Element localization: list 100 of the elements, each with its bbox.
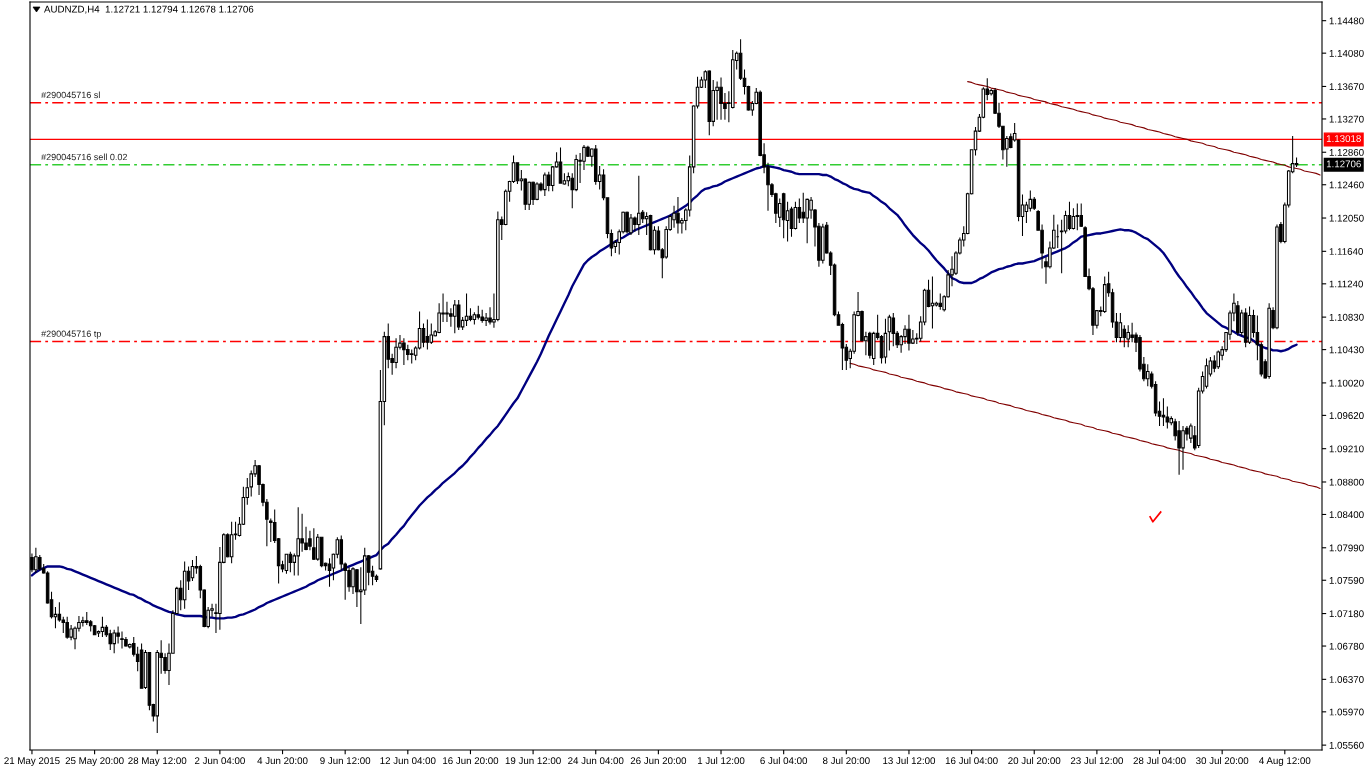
candlestick [112,629,116,654]
x-tick-label: 28 May 12:00 [128,757,187,767]
candlestick [1204,358,1209,390]
y-tick-label: 1.12460 [1329,181,1364,189]
y-tick-label: 1.06370 [1329,676,1364,683]
x-tick-label: 28 Jul 04:00 [1133,756,1186,765]
x-tick-label: 30 Jul 20:00 [1196,756,1249,765]
candlestick [1177,420,1181,476]
candlestick [883,318,888,364]
y-tick-label: 1.07180 [1329,610,1364,618]
candlestick [629,213,633,236]
x-tick-label: 1 Jul 12:00 [697,756,745,765]
y-tick-label: 1.07990 [1329,544,1364,552]
candlestick [402,337,406,366]
candlestick [543,172,547,197]
line-series [849,362,1321,490]
candlestick [719,77,723,121]
y-tick-label: 1.12050 [1329,214,1364,222]
candlestick [34,547,38,574]
y-tick-label: 1.12860 [1329,148,1364,156]
x-tick-label: 16 Jul 04:00 [945,756,998,765]
candlestick [1102,275,1107,314]
x-tick-label: 21 May 2015 [4,757,60,767]
x-tick-label: 12 Jun 04:00 [380,757,436,765]
x-tick-label: 23 Jul 12:00 [1070,756,1123,765]
x-tick-label: 26 Jun 20:00 [630,757,687,765]
candlestick [464,293,469,327]
x-tick-label: 20 Jul 20:00 [1008,756,1061,765]
x-tick-label: 19 Jun 12:00 [505,757,561,765]
candlestick [707,69,712,136]
candlestick [182,561,187,610]
candlestick [312,527,316,561]
y-tick-label: 1.08400 [1329,511,1364,519]
candlestick [327,557,332,588]
candlestick [108,629,113,651]
line-series [30,164,1298,620]
candlestick [789,206,794,238]
candlestick [1075,202,1080,231]
x-tick-label: 24 Jun 04:00 [568,757,624,765]
candlestick [319,536,324,568]
y-tick-label: 1.10020 [1329,379,1364,387]
candlestick [1216,349,1221,370]
chart-title: AUDNZD,H4 1.12721 1.12794 1.12678 1.12706 [44,5,254,14]
x-tick-label: 9 Jun 12:00 [320,757,371,765]
x-tick-label: 13 Jul 12:00 [883,756,936,765]
x-tick-label: 2 Jun 04:00 [194,757,245,765]
candlestick [938,293,943,311]
candlestick [593,144,598,186]
candlestick [288,551,293,573]
x-tick-label: 25 May 20:00 [65,757,124,767]
candlestick [821,223,825,265]
candlestick [558,146,563,184]
candlestick [1267,302,1271,380]
y-tick-label: 1.09210 [1329,445,1364,453]
x-tick-label: 4 Aug 12:00 [1259,757,1311,767]
ref-line-label: #290045716 sl [41,91,100,99]
candlestick [476,305,481,321]
y-tick-label: 1.05970 [1329,708,1364,716]
y-tick-label: 1.09620 [1329,412,1364,420]
candlestick [456,299,461,331]
candlestick [527,180,531,211]
candlestick [425,319,430,351]
candlestick [100,616,105,638]
y-tick-label: 1.11640 [1329,248,1363,255]
candlestick [930,275,935,330]
y-tick-label: 1.05560 [1329,741,1364,749]
y-tick-label: 1.11240 [1329,280,1363,288]
candlestick [229,521,234,564]
candlestick [637,175,641,236]
candlestick [480,309,484,324]
ref-line-label: #290045716 tp [41,330,101,339]
y-tick-label: 1.13670 [1329,83,1364,91]
y-tick-label: 1.13270 [1329,115,1364,123]
y-tick-label: 1.10430 [1329,346,1364,354]
candlestick [92,624,97,636]
ref-line-label: 1.13018 [1326,135,1361,143]
candlestick [1067,201,1072,231]
candlestick [676,196,680,234]
y-tick-label: 1.08800 [1329,478,1364,486]
y-tick-label: 1.14080 [1329,49,1364,57]
candlestick [907,314,911,351]
candlestick [891,312,896,347]
y-tick-label: 1.14480 [1329,17,1364,25]
candlestick [409,349,414,364]
candlestick [296,506,300,576]
candlestick [120,630,124,649]
ref-line-label: #290045716 sell 0.02 [41,153,127,161]
line-series [967,81,1321,176]
y-tick-label: 1.10830 [1329,313,1364,321]
candlestick [453,299,457,334]
candlestick [1181,425,1185,471]
candlestick [535,181,539,201]
x-tick-label: 16 Jun 20:00 [443,757,499,765]
candlestick [1275,224,1279,330]
candlestick [1243,307,1248,348]
candlestick [1126,324,1130,348]
candlestick [781,192,786,239]
candlestick [625,211,629,234]
candlestick [1212,354,1217,373]
candlestick [1161,397,1166,427]
